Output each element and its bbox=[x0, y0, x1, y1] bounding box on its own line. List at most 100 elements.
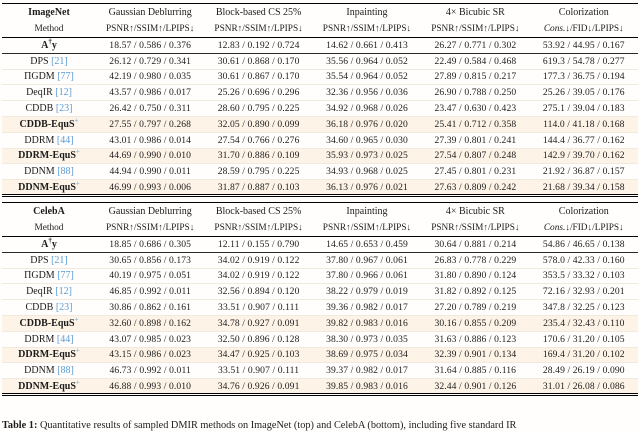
method-cell: DDRM-EquS+ bbox=[2, 148, 96, 164]
table-row: DeqIR [12] 46.85 / 0.992 / 0.011 32.56 / 0… bbox=[2, 284, 638, 300]
metric-cell: 30.64 / 0.881 / 0.214 bbox=[434, 238, 517, 250]
metric-cell: 31.63 / 0.886 / 0.123 bbox=[434, 333, 517, 345]
metric-cell: 25.26 / 39.05 / 0.176 bbox=[542, 87, 625, 99]
metric-cell: 33.51 / 0.907 / 0.111 bbox=[218, 365, 300, 377]
metric-cell: 44.94 / 0.990 / 0.011 bbox=[109, 166, 191, 178]
metric-cell: 40.19 / 0.975 / 0.051 bbox=[109, 270, 192, 282]
metric-cell: 31.80 / 0.890 / 0.124 bbox=[434, 270, 517, 282]
column-group-header: Gaussian Deblurring bbox=[108, 7, 192, 18]
column-group-header: 4× Bicubic SR bbox=[445, 205, 505, 217]
table-row: ΠGDM [77] 42.19 / 0.980 / 0.035 30.61 / 0.… bbox=[2, 69, 638, 85]
citation-link[interactable]: [44] bbox=[56, 134, 74, 146]
method-name: DeqIR bbox=[26, 286, 53, 298]
method-cell: ΠGDM [77] bbox=[2, 69, 96, 85]
citation-link[interactable]: [88] bbox=[57, 166, 74, 178]
method-name: DDNM-EquS bbox=[18, 181, 76, 193]
table-row: DDNM [88] 44.94 / 0.990 / 0.011 28.59 / 0.… bbox=[2, 164, 638, 180]
metric-cell: 43.07 / 0.985 / 0.023 bbox=[109, 333, 192, 345]
metric-header: PSNR↑/SSIM↑/LPIPS↓ bbox=[96, 21, 205, 38]
metric-cell: 42.19 / 0.980 / 0.035 bbox=[109, 71, 192, 83]
citation-link[interactable]: [21] bbox=[51, 55, 68, 67]
metric-cell: 30.65 / 0.856 / 0.173 bbox=[109, 254, 192, 266]
metric-cell: 31.82 / 0.892 / 0.125 bbox=[434, 286, 517, 298]
metric-header: PSNR↑/SSIM↑/LPIPS↓ bbox=[312, 219, 422, 237]
method-cell: DPS [21] bbox=[2, 252, 96, 268]
table-row: DDNM [88] 46.73 / 0.992 / 0.011 33.51 / 0.… bbox=[2, 363, 638, 379]
method-name: DDRM-EquS bbox=[18, 150, 76, 162]
metric-cell: 30.61 / 0.867 / 0.170 bbox=[217, 71, 300, 83]
citation-link[interactable]: [23] bbox=[55, 103, 73, 115]
caption-text: Quantitative results of sampled DMIR met… bbox=[39, 420, 517, 431]
table-row: DDRM-EquS+ 44.69 / 0.990 / 0.010 31.70 / 0… bbox=[2, 148, 638, 164]
method-cell: DDRM [44] bbox=[2, 132, 96, 148]
metric-cell: 34.02 / 0.919 / 0.122 bbox=[217, 270, 300, 282]
citation-link[interactable]: [23] bbox=[55, 302, 73, 314]
table-row: A†y 18.85 / 0.686 / 0.305 12.11 / 0.155 / … bbox=[2, 236, 638, 253]
method-cell: DPS [21] bbox=[2, 53, 96, 69]
citation-link[interactable]: [12] bbox=[55, 87, 72, 99]
metric-cell: 34.60 / 0.965 / 0.030 bbox=[326, 134, 408, 146]
metric-cell: 35.56 / 0.964 / 0.052 bbox=[326, 55, 408, 67]
metric-cell: 27.55 / 0.797 / 0.268 bbox=[109, 118, 192, 130]
metric-cell: 72.16 / 32.93 / 0.201 bbox=[542, 286, 625, 298]
metric-cell: 43.01 / 0.986 / 0.014 bbox=[109, 134, 192, 146]
column-group-header: Colorization bbox=[558, 7, 609, 18]
citation-link[interactable]: [88] bbox=[57, 365, 74, 377]
metric-cell: 34.92 / 0.968 / 0.026 bbox=[326, 103, 408, 115]
column-group-header: Gaussian Deblurring bbox=[108, 205, 192, 217]
citation-link[interactable]: [77] bbox=[57, 270, 74, 282]
metric-cell: 177.3 / 36.75 / 0.194 bbox=[542, 71, 625, 83]
method-column-header: Method bbox=[2, 21, 96, 38]
dataset-title: CelebA bbox=[33, 205, 65, 217]
metric-cell: 37.80 / 0.966 / 0.061 bbox=[326, 270, 408, 282]
metric-cell: 27.89 / 0.815 / 0.217 bbox=[434, 71, 517, 83]
metric-cell: 619.3 / 54.78 / 0.277 bbox=[542, 55, 625, 67]
metric-cell: 39.82 / 0.983 / 0.016 bbox=[326, 317, 408, 329]
method-column-header: Method bbox=[2, 219, 96, 237]
metric-cell: 26.27 / 0.771 / 0.302 bbox=[434, 39, 517, 51]
metric-cell: 54.86 / 46.65 / 0.138 bbox=[542, 238, 625, 250]
table-row: DDNM-EquS+ 46.99 / 0.993 / 0.006 31.87 / 0… bbox=[2, 179, 638, 196]
metric-cell: 46.73 / 0.992 / 0.011 bbox=[109, 365, 191, 377]
metric-cell: 43.15 / 0.986 / 0.023 bbox=[109, 349, 192, 361]
metric-cell: 12.11 / 0.155 / 0.790 bbox=[217, 238, 300, 250]
metric-cell: 23.47 / 0.630 / 0.423 bbox=[434, 103, 517, 115]
metric-cell: 26.90 / 0.788 / 0.250 bbox=[434, 87, 517, 99]
metric-cell: 26.12 / 0.729 / 0.341 bbox=[109, 55, 192, 67]
method-cell: DeqIR [12] bbox=[2, 85, 96, 101]
column-group-header: Block-based CS 25% bbox=[215, 205, 302, 217]
metric-cell: 30.16 / 0.855 / 0.209 bbox=[434, 317, 517, 329]
metric-cell: 27.45 / 0.801 / 0.231 bbox=[434, 166, 517, 178]
metric-cell: 28.49 / 26.19 / 0.090 bbox=[542, 365, 625, 377]
results-table-imagenet: ImageNet Gaussian Deblurring Block-based C… bbox=[2, 3, 638, 197]
method-cell: CDDB [23] bbox=[2, 101, 96, 117]
metric-header: Cons.↓/FID↓/LPIPS↓ bbox=[529, 219, 638, 237]
metric-cell: 43.57 / 0.986 / 0.017 bbox=[109, 87, 192, 99]
metric-cell: 170.6 / 31.20 / 0.105 bbox=[542, 333, 625, 345]
metric-cell: 25.41 / 0.712 / 0.358 bbox=[434, 118, 517, 130]
metric-header: PSNR↑/SSIM↑/LPIPS↓ bbox=[421, 219, 530, 237]
table-row: DDNM-EquS+ 46.88 / 0.993 / 0.010 34.76 / 0… bbox=[2, 378, 638, 395]
metric-cell: 53.92 / 44.95 / 0.167 bbox=[542, 39, 625, 51]
method-name: DDNM bbox=[24, 365, 55, 377]
metric-cell: 21.92 / 36.87 / 0.157 bbox=[542, 166, 625, 178]
metric-cell: 30.61 / 0.868 / 0.170 bbox=[217, 55, 300, 67]
equs-plus-mark: + bbox=[75, 179, 80, 188]
table-row: CDDB [23] 30.86 / 0.862 / 0.161 33.51 / 0.… bbox=[2, 300, 638, 316]
method-cell: CDDB-EquS+ bbox=[2, 315, 96, 331]
table-row: CDDB [23] 26.42 / 0.750 / 0.311 28.60 / 0.… bbox=[2, 101, 638, 117]
metric-cell: 31.70 / 0.886 / 0.109 bbox=[217, 150, 300, 162]
metric-cell: 38.22 / 0.979 / 0.019 bbox=[326, 286, 408, 298]
method-name: DDRM bbox=[24, 333, 55, 345]
citation-link[interactable]: [44] bbox=[56, 333, 74, 345]
metric-cell: 32.60 / 0.898 / 0.162 bbox=[109, 317, 192, 329]
citation-link[interactable]: [12] bbox=[55, 286, 72, 298]
metric-cell: 38.69 / 0.975 / 0.034 bbox=[326, 349, 408, 361]
citation-link[interactable]: [21] bbox=[51, 254, 68, 266]
citation-link[interactable]: [77] bbox=[57, 71, 74, 83]
metric-header: PSNR↑/SSIM↑/LPIPS↓ bbox=[204, 219, 313, 237]
method-cell: DDRM [44] bbox=[2, 331, 96, 347]
metric-header: PSNR↑/SSIM↑/LPIPS↓ bbox=[421, 21, 530, 38]
method-cell: DeqIR [12] bbox=[2, 284, 96, 300]
method-cell: A†y bbox=[2, 38, 96, 54]
